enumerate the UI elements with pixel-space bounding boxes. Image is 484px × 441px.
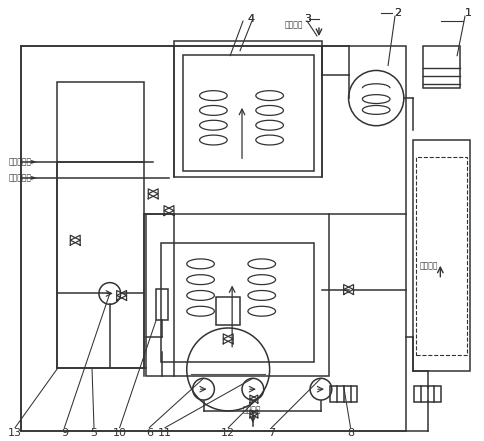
Text: 给水入口: 给水入口: [242, 405, 260, 414]
Text: 废热热源: 废热热源: [419, 262, 437, 270]
Bar: [422, 46, 459, 88]
Bar: [412, 139, 469, 371]
Text: 9: 9: [60, 428, 68, 437]
Bar: [161, 243, 314, 362]
Text: 4: 4: [247, 14, 255, 24]
Text: 4: 4: [247, 14, 255, 24]
Text: 2: 2: [393, 8, 400, 18]
Text: 蕊气出口: 蕊气出口: [284, 20, 302, 29]
Text: 3: 3: [303, 14, 311, 24]
Text: 10: 10: [112, 428, 126, 437]
Text: 11: 11: [158, 428, 172, 437]
Bar: [413, 386, 440, 402]
Text: 热量水出口►: 热量水出口►: [8, 158, 37, 167]
Bar: [156, 288, 167, 320]
Text: 2: 2: [393, 8, 400, 18]
Text: 12: 12: [221, 428, 235, 437]
Bar: [329, 386, 357, 402]
Text: 8: 8: [346, 428, 353, 437]
Text: 5: 5: [91, 428, 97, 437]
Bar: [146, 213, 328, 376]
Text: 3: 3: [303, 14, 311, 24]
Bar: [182, 55, 314, 171]
Bar: [58, 82, 144, 369]
Text: 7: 7: [268, 428, 274, 437]
Bar: [174, 41, 321, 177]
Bar: [21, 46, 405, 430]
Text: 1: 1: [464, 8, 471, 18]
Text: 13: 13: [8, 428, 22, 437]
Text: 6: 6: [146, 428, 152, 437]
Bar: [415, 157, 466, 355]
Text: 1: 1: [464, 8, 471, 18]
Bar: [216, 297, 240, 325]
Text: 热量水入口►: 热量水入口►: [8, 173, 37, 183]
